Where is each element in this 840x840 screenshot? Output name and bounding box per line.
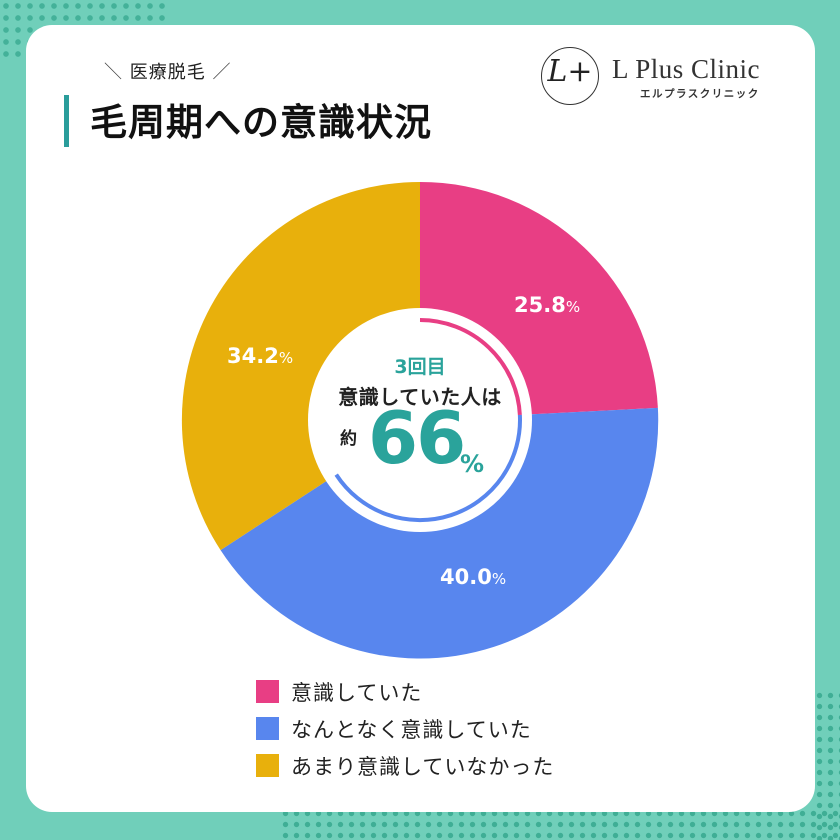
legend-label: あまり意識していなかった bbox=[291, 754, 555, 779]
slash-right: ／ bbox=[212, 62, 232, 83]
legend-label: なんとなく意識していた bbox=[291, 717, 532, 742]
legend: 意識していた なんとなく意識していた あまり意識していなかった bbox=[256, 673, 554, 784]
brand-kana: エルプラスクリニック bbox=[640, 88, 760, 100]
center-line1: 3回目 bbox=[394, 356, 446, 378]
swatch-blue bbox=[256, 717, 279, 740]
slice-blue bbox=[220, 407, 659, 659]
subtitle: ＼ 医療脱毛 ／ bbox=[104, 58, 231, 84]
legend-label: 意識していた bbox=[291, 680, 423, 705]
page-title: 毛周期への意識状況 bbox=[90, 101, 432, 144]
label-blue-unit: % bbox=[491, 570, 507, 588]
brand-name: L Plus Clinic bbox=[612, 54, 761, 84]
slash-left: ＼ bbox=[104, 62, 123, 83]
legend-item-not-aware: あまり意識していなかった bbox=[256, 747, 554, 784]
center-value: 66 bbox=[368, 396, 466, 480]
legend-item-aware: 意識していた bbox=[256, 673, 554, 710]
title-accent-bar bbox=[64, 95, 69, 147]
center-prefix: 約 bbox=[340, 429, 357, 449]
legend-item-somewhat: なんとなく意識していた bbox=[256, 710, 554, 747]
dot-pattern-bottom-right bbox=[280, 808, 840, 840]
label-pink-value: 25.8 bbox=[514, 293, 566, 317]
ring-pink bbox=[419, 318, 522, 416]
label-blue-value: 40.0 bbox=[440, 565, 492, 589]
swatch-pink bbox=[256, 680, 279, 703]
dot-pattern-right bbox=[814, 690, 840, 840]
label-yellow-value: 34.2 bbox=[227, 344, 279, 368]
subtitle-text: 医療脱毛 bbox=[129, 62, 206, 83]
swatch-yellow bbox=[256, 754, 279, 777]
ring-blue bbox=[334, 414, 522, 523]
label-pink: 25.8% bbox=[514, 293, 580, 317]
logo-mark: L+ bbox=[547, 54, 593, 89]
label-yellow: 34.2% bbox=[227, 344, 293, 368]
center-unit: % bbox=[460, 450, 485, 478]
logo-icon: L+ bbox=[541, 47, 599, 105]
donut-hole bbox=[308, 308, 532, 532]
label-blue: 40.0% bbox=[440, 565, 506, 589]
label-yellow-unit: % bbox=[278, 349, 294, 367]
center-line2: 意識していた人は bbox=[338, 385, 502, 409]
label-pink-unit: % bbox=[565, 298, 581, 316]
